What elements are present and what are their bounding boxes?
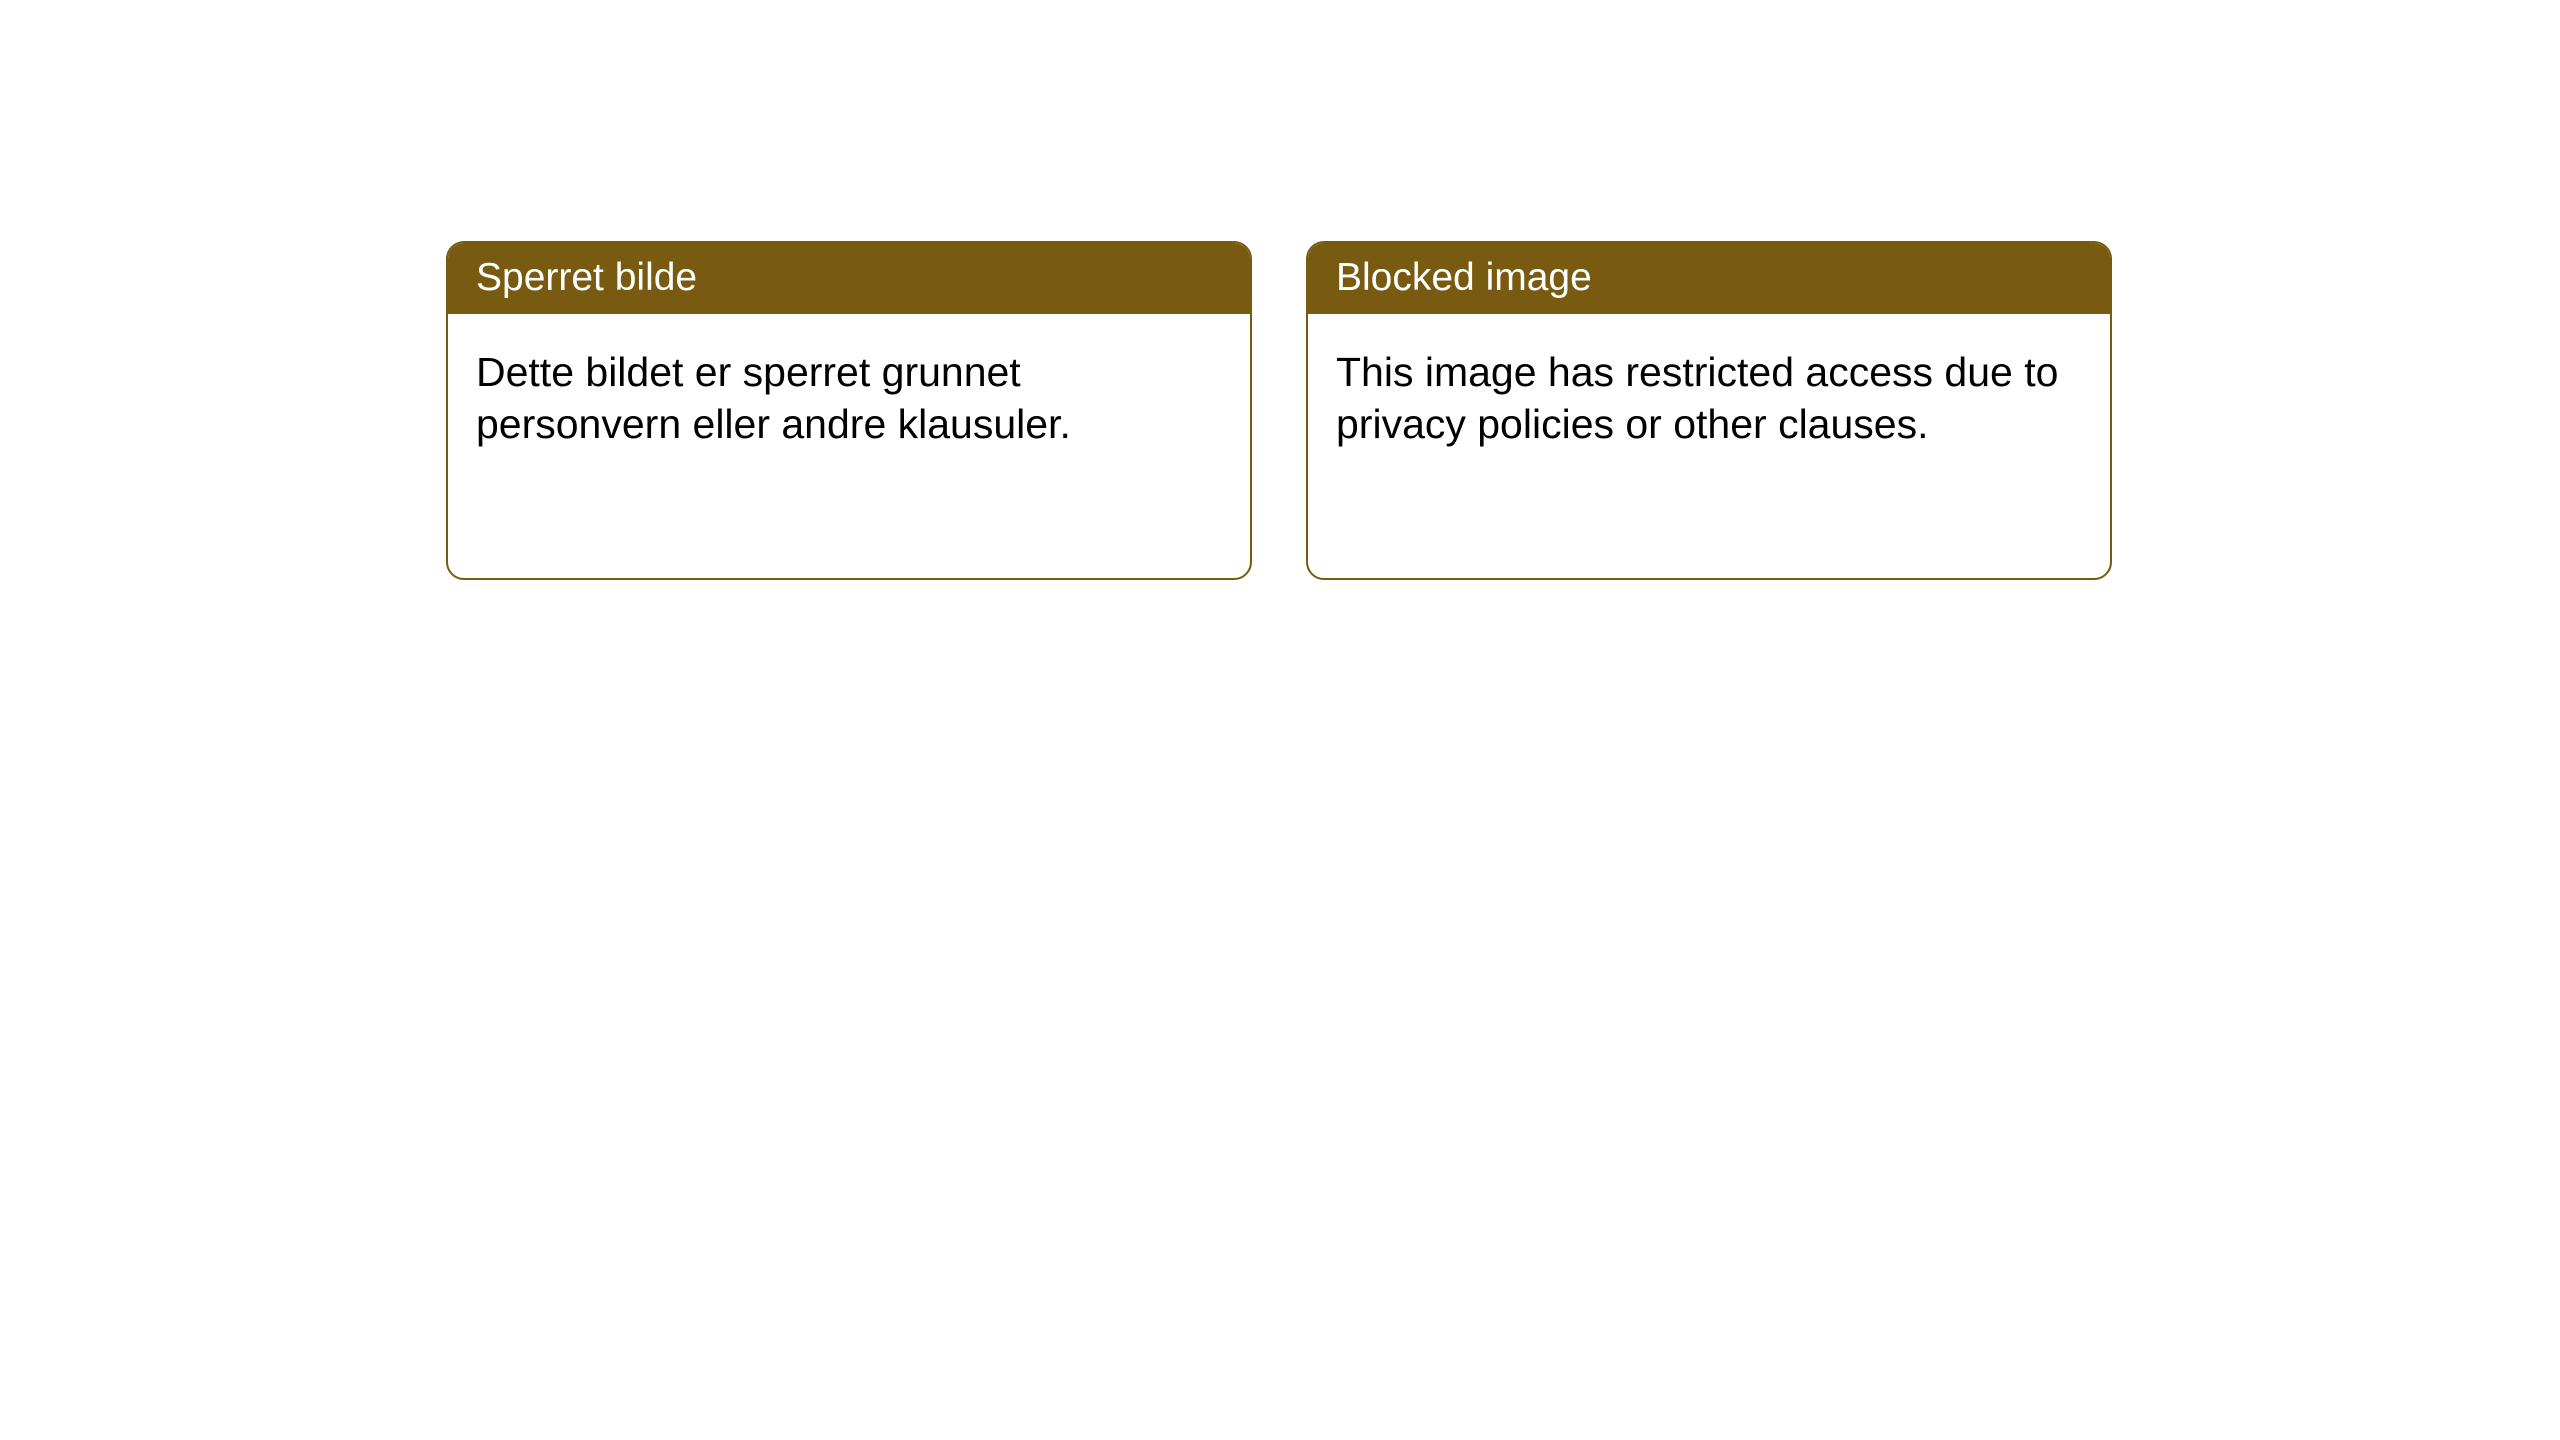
card-title-english: Blocked image bbox=[1336, 256, 1592, 299]
card-header-norwegian: Sperret bilde bbox=[448, 243, 1250, 314]
card-header-english: Blocked image bbox=[1308, 243, 2110, 314]
notice-container: Sperret bilde Dette bildet er sperret gr… bbox=[446, 241, 2112, 580]
blocked-image-card-english: Blocked image This image has restricted … bbox=[1306, 241, 2112, 580]
card-text-norwegian: Dette bildet er sperret grunnet personve… bbox=[476, 349, 1071, 447]
card-body-norwegian: Dette bildet er sperret grunnet personve… bbox=[448, 314, 1250, 471]
card-text-english: This image has restricted access due to … bbox=[1336, 349, 2058, 447]
card-title-norwegian: Sperret bilde bbox=[476, 256, 697, 299]
card-body-english: This image has restricted access due to … bbox=[1308, 314, 2110, 471]
blocked-image-card-norwegian: Sperret bilde Dette bildet er sperret gr… bbox=[446, 241, 1252, 580]
